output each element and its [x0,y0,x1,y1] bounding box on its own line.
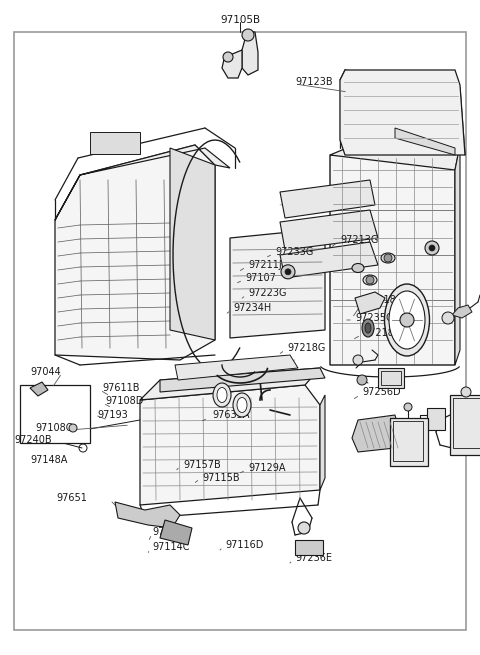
Bar [381,371,401,385]
Text: 97211J: 97211J [248,260,282,270]
Polygon shape [280,180,375,218]
Bar [393,421,423,461]
Circle shape [404,403,412,411]
Text: 97218G: 97218G [363,328,401,338]
Ellipse shape [352,263,364,272]
Polygon shape [230,230,325,338]
Text: 97108D: 97108D [105,396,144,406]
Polygon shape [160,520,192,545]
Bar [378,368,404,388]
Text: 97018: 97018 [365,295,396,305]
Polygon shape [55,145,230,220]
Text: 97114C: 97114C [152,542,190,552]
Polygon shape [280,242,378,278]
Text: 97107: 97107 [245,273,276,283]
Text: 97611B: 97611B [102,383,140,393]
Circle shape [69,424,77,432]
Text: 97108C: 97108C [35,423,72,433]
Ellipse shape [389,291,425,349]
Circle shape [298,522,310,534]
Polygon shape [170,148,215,340]
Text: 97213G: 97213G [340,235,378,245]
Text: 97240B: 97240B [14,435,52,445]
Text: 97129A: 97129A [248,463,286,473]
Text: 97223G: 97223G [248,288,287,298]
Text: 97148A: 97148A [30,455,67,465]
Text: 97123B: 97123B [295,77,333,87]
Circle shape [461,387,471,397]
Polygon shape [330,128,460,170]
Polygon shape [352,415,400,452]
Polygon shape [160,368,325,392]
Text: 97233G: 97233G [275,247,313,257]
Polygon shape [140,368,320,400]
Circle shape [366,276,374,284]
Polygon shape [280,210,378,250]
Bar [427,408,445,430]
Circle shape [357,375,367,385]
Text: 97236E: 97236E [295,553,332,563]
Text: 97116D: 97116D [225,540,264,550]
Circle shape [384,254,392,262]
Polygon shape [452,305,472,318]
Circle shape [281,265,295,279]
Text: 97256D: 97256D [362,387,401,397]
Text: 97234H: 97234H [233,303,271,313]
Polygon shape [320,395,325,490]
Ellipse shape [237,398,247,413]
Ellipse shape [213,383,231,407]
Ellipse shape [233,393,251,417]
Bar [390,418,428,466]
Polygon shape [115,502,180,528]
Polygon shape [355,292,385,314]
Ellipse shape [381,253,395,263]
Polygon shape [395,128,455,155]
Text: 97169A: 97169A [152,527,190,537]
Bar [450,395,480,455]
Text: 97193: 97193 [97,410,128,420]
Ellipse shape [384,284,430,356]
Circle shape [429,245,435,251]
Circle shape [242,29,254,41]
Polygon shape [140,385,320,505]
Text: 97044: 97044 [30,367,61,377]
Text: 97218G: 97218G [287,343,325,353]
Ellipse shape [362,319,374,337]
Polygon shape [242,32,258,75]
Bar [453,398,480,448]
Polygon shape [222,50,242,78]
Circle shape [285,269,291,275]
Ellipse shape [365,323,371,333]
Polygon shape [30,382,48,396]
Polygon shape [175,355,298,380]
Bar [20,385,90,443]
Ellipse shape [363,275,377,285]
Polygon shape [55,145,215,360]
Circle shape [425,241,439,255]
Polygon shape [455,145,460,365]
Text: 97635A: 97635A [212,410,250,420]
Circle shape [400,313,414,327]
Text: 97105B: 97105B [220,15,260,25]
Bar [295,540,323,555]
Polygon shape [340,70,465,155]
Ellipse shape [217,388,227,403]
Circle shape [353,355,363,365]
Bar [90,132,140,154]
Circle shape [223,52,233,62]
Text: 97235C: 97235C [355,313,393,323]
Text: 97115B: 97115B [202,473,240,483]
Circle shape [442,312,454,324]
Polygon shape [330,155,455,365]
Text: 97651: 97651 [56,493,87,503]
Text: 97157B: 97157B [183,460,221,470]
